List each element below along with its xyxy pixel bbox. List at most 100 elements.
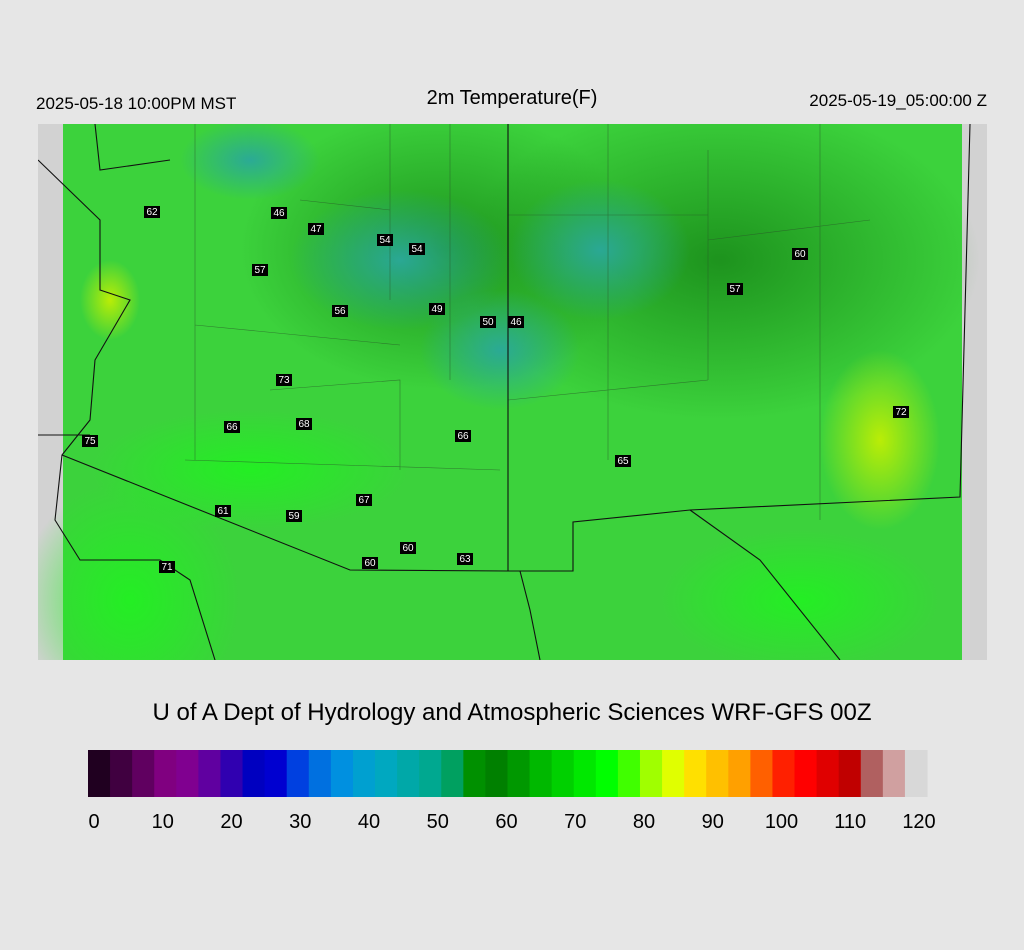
station-box (332, 305, 348, 317)
colorbar-segment (352, 750, 376, 797)
colorbar-segment (375, 750, 398, 797)
station-value: 57 (729, 284, 741, 295)
colorbar-segment (595, 750, 619, 797)
colorbar-tick-label: 120 (902, 811, 935, 833)
credit: U of A Dept of Hydrology and Atmospheric… (153, 699, 872, 726)
colorbar-tick-label: 10 (152, 811, 174, 833)
station-box (308, 223, 324, 235)
colorbar: 0 10 20 30 40 50 60 70 80 90 100 110 120 (88, 750, 936, 833)
valid-local: 2025-05-18 10:00PM MST (36, 94, 236, 113)
colorbar-segment (639, 750, 663, 797)
station-box (455, 430, 471, 442)
colorbar-segment (308, 750, 332, 797)
station-box (362, 557, 378, 569)
station-value: 62 (146, 207, 158, 218)
station-value: 65 (617, 456, 629, 467)
station-box (409, 243, 425, 255)
station-value: 60 (794, 249, 806, 260)
station-box (377, 234, 393, 246)
colorbar-segment (242, 750, 266, 797)
colorbar-segment (684, 750, 707, 797)
station-box (215, 505, 231, 517)
station-box (400, 542, 416, 554)
colorbar-segment (176, 750, 199, 797)
station-box (144, 206, 160, 218)
colorbar-segment (397, 750, 420, 797)
map-title: 2m Temperature(F) (427, 87, 598, 109)
colorbar-tick-label: 0 (88, 811, 99, 833)
station-box (276, 374, 292, 386)
station-value: 68 (298, 419, 310, 430)
colorbar-segment (419, 750, 442, 797)
warm-area (660, 530, 940, 660)
colorbar-tick-label: 100 (765, 811, 798, 833)
station-value: 63 (459, 554, 471, 565)
colorbar-segment (264, 750, 288, 797)
station-value: 46 (510, 317, 522, 328)
valid-utc: 2025-05-19_05:00:00 Z (809, 91, 987, 110)
station-value: 71 (161, 562, 173, 573)
station-value: 57 (254, 265, 266, 276)
station-value: 54 (411, 244, 423, 255)
colorbar-segment (772, 750, 796, 797)
station-box (224, 421, 240, 433)
station-value: 61 (217, 506, 229, 517)
hot-area (820, 350, 940, 530)
colorbar-segment (617, 750, 641, 797)
colorbar-segment (728, 750, 751, 797)
station-value: 56 (334, 306, 346, 317)
cool-area (290, 190, 510, 330)
colorbar-segment (286, 750, 310, 797)
station-box (893, 406, 909, 418)
colorbar-segment (882, 750, 906, 797)
station-value: 60 (364, 558, 376, 569)
colorbar-segment (904, 750, 928, 797)
station-box (271, 207, 287, 219)
colorbar-tick-label: 30 (289, 811, 311, 833)
colorbar-segment (816, 750, 840, 797)
colorbar-segment (220, 750, 244, 797)
colorbar-segment (860, 750, 884, 797)
hot-area (80, 260, 140, 340)
colorbar-segment (706, 750, 729, 797)
cool-area (420, 290, 580, 410)
colorbar-tick-label: 110 (834, 811, 866, 833)
colorbar-segment (794, 750, 818, 797)
outside-domain (962, 124, 987, 660)
colorbar-tick-label: 50 (427, 811, 449, 833)
station-box (457, 553, 473, 565)
colorbar-segment (507, 750, 531, 797)
station-value: 49 (431, 304, 443, 315)
station-value: 67 (358, 495, 370, 506)
station-value: 59 (288, 511, 300, 522)
stations: 62 46 47 54 54 57 60 57 56 49 50 46 73 72 75 66 68 66 65 67… (82, 206, 909, 573)
station-value: 66 (457, 431, 469, 442)
station-value: 75 (84, 436, 96, 447)
station-box (429, 303, 445, 315)
colorbar-tick-label: 20 (220, 811, 242, 833)
station-value: 47 (310, 224, 322, 235)
cool-area (180, 124, 320, 200)
colorbar-tick-label: 70 (564, 811, 586, 833)
colorbar-segment (132, 750, 155, 797)
station-value: 73 (278, 375, 290, 386)
station-value: 72 (895, 407, 907, 418)
colorbar-segment (441, 750, 464, 797)
station-box (82, 435, 98, 447)
station-value: 60 (402, 543, 414, 554)
station-box (508, 316, 524, 328)
station-box (286, 510, 302, 522)
colorbar-segment (154, 750, 177, 797)
warm-area (90, 410, 410, 530)
cool-area (510, 180, 690, 320)
station-box (356, 494, 372, 506)
colorbar-tick-label: 60 (495, 811, 517, 833)
colorbar-tick-label: 90 (702, 811, 724, 833)
station-box (480, 316, 496, 328)
station-box (792, 248, 808, 260)
colorbar-segment (463, 750, 487, 797)
colorbar-tick-label: 40 (358, 811, 380, 833)
station-value: 46 (273, 208, 285, 219)
